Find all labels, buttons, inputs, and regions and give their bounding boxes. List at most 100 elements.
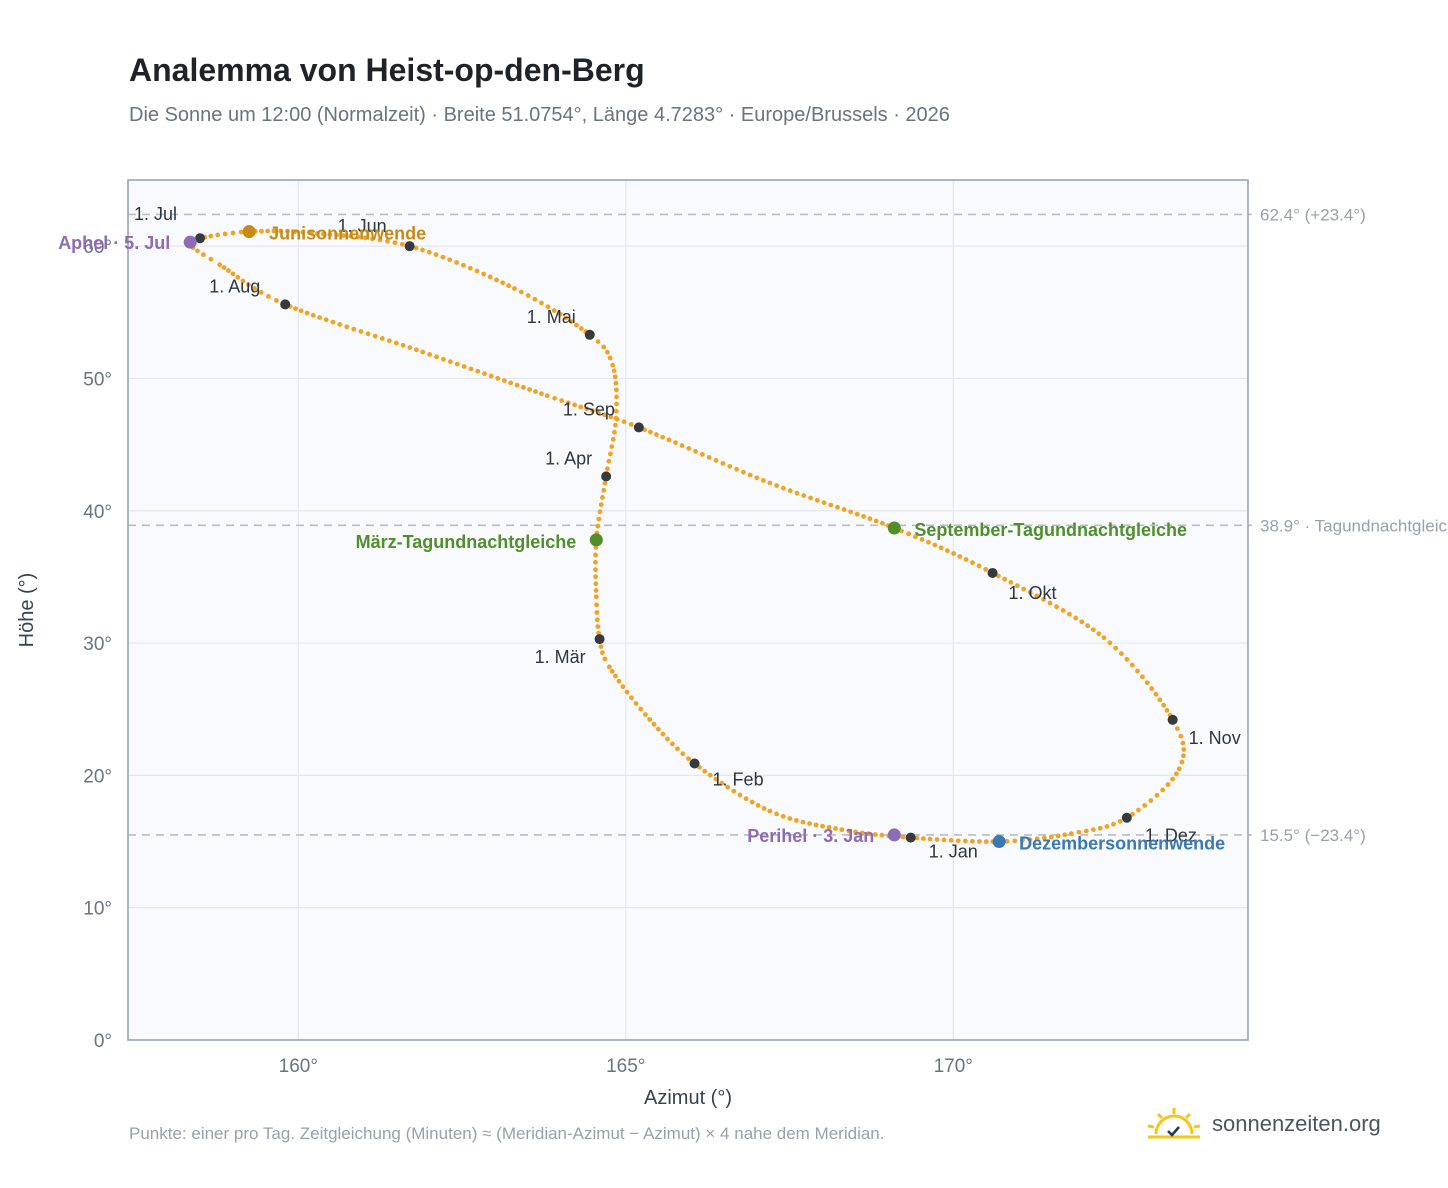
- curve-dot: [1027, 590, 1033, 595]
- curve-dot: [780, 485, 786, 491]
- curve-dot: [1160, 787, 1166, 793]
- curve-dot: [601, 344, 607, 350]
- curve-dot: [420, 247, 426, 253]
- axis-ticks: 160° 165° 170° 0° 10° 20° 30° 40° 50° 60°: [83, 237, 973, 1077]
- month-marker: [584, 329, 595, 340]
- brand-name: sonnenzeiten.org: [1212, 1111, 1381, 1136]
- curve-dot: [780, 813, 786, 819]
- curve-dot: [755, 802, 761, 808]
- curve-dot: [600, 650, 605, 656]
- curve-dot: [434, 354, 439, 360]
- curve-dot: [1170, 776, 1175, 782]
- curve-dot: [314, 231, 320, 236]
- curve-dot: [621, 419, 627, 425]
- curve-dot: [565, 400, 571, 406]
- curve-dot: [699, 451, 705, 457]
- curve-dot: [379, 336, 385, 341]
- curve-dot: [337, 322, 343, 327]
- curve-dot: [1047, 600, 1053, 606]
- brand[interactable]: sonnenzeiten.org: [1146, 1102, 1381, 1146]
- event-label: Aphel · 5. Jul: [58, 233, 170, 253]
- curve-dot: [841, 507, 847, 512]
- curve-dot: [673, 440, 678, 446]
- curve-dot: [879, 832, 885, 838]
- curve-dot: [235, 274, 241, 280]
- curve-dot: [693, 448, 698, 454]
- curve-dot: [706, 454, 712, 460]
- curve-dot: [344, 324, 350, 330]
- curve-dot: [900, 834, 906, 840]
- curve-dot: [208, 233, 214, 239]
- curve-dot: [273, 297, 279, 303]
- curve-dot: [813, 822, 819, 828]
- x-tick-label: 170°: [934, 1056, 973, 1077]
- curve-dot: [594, 602, 599, 608]
- curve-dot: [298, 308, 304, 314]
- curve-dot: [201, 252, 206, 258]
- curve-dot: [569, 319, 574, 324]
- curve-dot: [1130, 811, 1135, 817]
- curve-dot: [593, 574, 599, 580]
- curve-dot: [932, 542, 938, 548]
- curve-dot: [727, 463, 733, 469]
- reference-line-label: 62.4° (+23.4°): [1260, 205, 1366, 224]
- curve-dot: [654, 432, 659, 437]
- curve-dot: [557, 311, 563, 317]
- curve-dot: [643, 712, 648, 717]
- curve-dot: [983, 839, 989, 845]
- event-label: Perihel · 3. Jan: [747, 826, 874, 846]
- curve-dot: [454, 260, 460, 265]
- curve-dot: [355, 234, 361, 240]
- curve-dot: [800, 819, 806, 825]
- curve-dot: [1136, 807, 1141, 813]
- curve-dot: [495, 375, 501, 381]
- event-marker: [887, 521, 901, 535]
- curve-dot: [686, 756, 691, 762]
- curve-dot: [593, 559, 598, 565]
- curve-dot: [238, 229, 244, 235]
- curve-dot: [1181, 753, 1186, 759]
- curve-dot: [1135, 668, 1140, 674]
- curve-dot: [572, 402, 578, 408]
- month-marker: [905, 832, 916, 843]
- curve-dot: [854, 511, 860, 517]
- month-marker-label: 1. Mär: [535, 647, 586, 667]
- curve-dot: [1014, 583, 1020, 589]
- curve-dot: [208, 256, 214, 262]
- curve-dot: [610, 436, 616, 442]
- curve-dot: [226, 268, 231, 273]
- curve-dot: [1148, 798, 1154, 803]
- curve-dot: [265, 228, 271, 234]
- curve-dot: [1164, 708, 1170, 713]
- curve-dot: [833, 826, 838, 831]
- curve-dot: [976, 563, 982, 569]
- event-label: März-Tagundnachtgleiche: [356, 532, 577, 552]
- curve-dot: [616, 678, 622, 684]
- curve-dot: [539, 391, 544, 397]
- curve-dot: [610, 362, 616, 368]
- event-label: September-Tagundnachtgleiche: [914, 520, 1187, 540]
- curve-dot: [293, 306, 298, 312]
- curve-dot: [846, 828, 852, 834]
- month-marker-label: 1. Mai: [527, 307, 576, 327]
- curve-dot: [441, 356, 446, 362]
- month-marker-label: 1. Feb: [713, 769, 764, 789]
- y-tick-label: 40°: [83, 502, 112, 523]
- curve-dot: [679, 443, 685, 448]
- curve-dot: [447, 257, 453, 263]
- curve-dot: [426, 249, 432, 255]
- curve-dot: [602, 412, 607, 418]
- curve-dot: [475, 368, 481, 374]
- curve-dot: [1153, 691, 1159, 697]
- curve-dot: [613, 380, 619, 386]
- curve-dot: [440, 254, 446, 260]
- curve-dot: [597, 509, 603, 515]
- curve-dot: [386, 338, 392, 344]
- curve-dot: [612, 422, 618, 428]
- curve-dot: [563, 315, 569, 321]
- curve-dot: [948, 837, 954, 843]
- curve-dot: [593, 587, 599, 593]
- curve-dot: [1012, 838, 1018, 844]
- curve-dot: [1173, 771, 1179, 777]
- curve-dot: [527, 387, 532, 392]
